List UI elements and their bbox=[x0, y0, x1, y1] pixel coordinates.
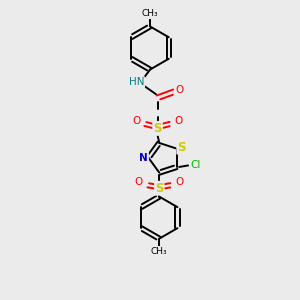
Text: O: O bbox=[135, 177, 143, 187]
Text: S: S bbox=[177, 141, 186, 154]
Text: O: O bbox=[174, 116, 183, 126]
Text: N: N bbox=[139, 153, 148, 163]
Text: O: O bbox=[176, 177, 184, 187]
Text: Cl: Cl bbox=[190, 160, 200, 170]
Text: S: S bbox=[153, 122, 162, 135]
Text: S: S bbox=[155, 182, 164, 195]
Text: O: O bbox=[175, 85, 184, 95]
Text: O: O bbox=[132, 116, 141, 126]
Text: HN: HN bbox=[129, 77, 144, 87]
Text: CH₃: CH₃ bbox=[142, 9, 158, 18]
Text: CH₃: CH₃ bbox=[151, 247, 168, 256]
